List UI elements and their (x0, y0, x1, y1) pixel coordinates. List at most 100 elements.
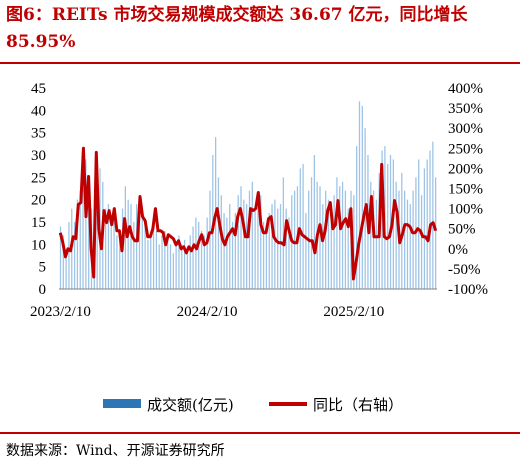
bar (73, 222, 76, 289)
bar (435, 177, 437, 289)
y-right-tick-label: 400% (448, 81, 483, 97)
y-right-tick-label: 0% (448, 242, 468, 258)
bar (237, 195, 239, 289)
bar (141, 217, 143, 289)
bar (254, 208, 256, 289)
bar (104, 208, 107, 289)
bar (76, 199, 79, 289)
bar (209, 190, 211, 289)
y-left-tick-label: 10 (31, 237, 46, 253)
bar (293, 190, 296, 289)
bar (88, 190, 90, 289)
bar (155, 230, 158, 289)
bar (274, 199, 276, 289)
bar (186, 248, 189, 289)
legend-bar-label: 成交额(亿元) (147, 396, 234, 414)
x-tick-label: 2024/2/10 (177, 304, 238, 320)
bar (344, 190, 347, 289)
y-left-tick-label: 20 (31, 193, 46, 209)
bar (248, 190, 251, 289)
bar (206, 217, 208, 289)
bar (68, 222, 70, 289)
bar (268, 213, 270, 289)
bar (172, 253, 174, 289)
bar (429, 150, 431, 289)
bar (341, 181, 344, 289)
bar (169, 244, 172, 289)
y-right-tick-label: -50% (448, 262, 481, 278)
legend: 成交额(亿元) 同比（右轴） (103, 396, 403, 414)
bar (223, 213, 225, 289)
bar (420, 195, 423, 289)
bar (375, 199, 378, 289)
y-right-tick-label: 200% (448, 161, 483, 177)
y-left-tick-label: 25 (31, 170, 46, 186)
source-divider (0, 432, 520, 434)
bar (240, 186, 242, 289)
bar (353, 195, 355, 289)
bar (175, 244, 177, 289)
bar (167, 239, 169, 289)
y-left-tick-label: 15 (31, 215, 46, 231)
bar (147, 239, 149, 289)
bar (195, 217, 197, 289)
bar (277, 208, 279, 289)
bar (229, 204, 231, 289)
bar (347, 208, 349, 289)
bar (322, 204, 324, 289)
bar (152, 222, 155, 289)
y-right-tick-label: 300% (448, 121, 483, 137)
y-left-tick-label: 30 (31, 148, 46, 164)
bar (372, 190, 375, 289)
bar (412, 190, 414, 289)
bar (313, 155, 315, 289)
y-left-tick-label: 5 (39, 260, 47, 276)
bar (361, 105, 363, 290)
bar (181, 244, 183, 289)
bar (305, 213, 307, 289)
bar (333, 195, 335, 289)
x-tick-label: 2025/2/10 (323, 304, 384, 320)
bar (113, 217, 115, 289)
data-source: 数据来源：Wind、开源证券研究所 (6, 443, 225, 459)
bar (279, 204, 282, 289)
bar (387, 163, 389, 289)
y-right-tick-label: 150% (448, 182, 483, 198)
y-left-tick-label: 40 (31, 103, 46, 119)
bar (198, 222, 200, 289)
bar (243, 199, 245, 289)
bar (85, 159, 87, 289)
bar (406, 199, 409, 289)
yoy-line-series (58, 146, 438, 281)
bar (310, 177, 313, 289)
y-left-tick-label: 35 (31, 126, 46, 142)
bar (423, 168, 426, 289)
bar (260, 195, 262, 289)
bar (62, 235, 64, 289)
bar (409, 204, 411, 289)
bar (65, 248, 67, 289)
bar (144, 222, 146, 289)
legend-bar-swatch (103, 399, 141, 408)
bar (271, 204, 273, 289)
figure-title: 图6：REITs 市场交易规模成交额达 36.67 亿元，同比增长 85.95% (6, 5, 468, 52)
bar (325, 190, 327, 289)
bar (136, 204, 138, 289)
bar (158, 244, 160, 289)
bar (404, 190, 406, 289)
bar (336, 177, 338, 289)
y-right-tick-label: 50% (448, 222, 476, 238)
bar (356, 146, 358, 289)
bar (119, 235, 121, 289)
bar (130, 204, 132, 289)
y-right-tick-labels: -100% -50% 0% 50% 100% 150% 200% 250% 300% 350% 40… (448, 81, 488, 298)
bar (124, 186, 126, 289)
bar (370, 181, 372, 289)
bar (150, 235, 152, 289)
bar (59, 226, 62, 289)
bar (426, 159, 428, 289)
y-right-tick-label: 350% (448, 101, 483, 117)
bar (220, 195, 222, 289)
bar (339, 186, 341, 289)
